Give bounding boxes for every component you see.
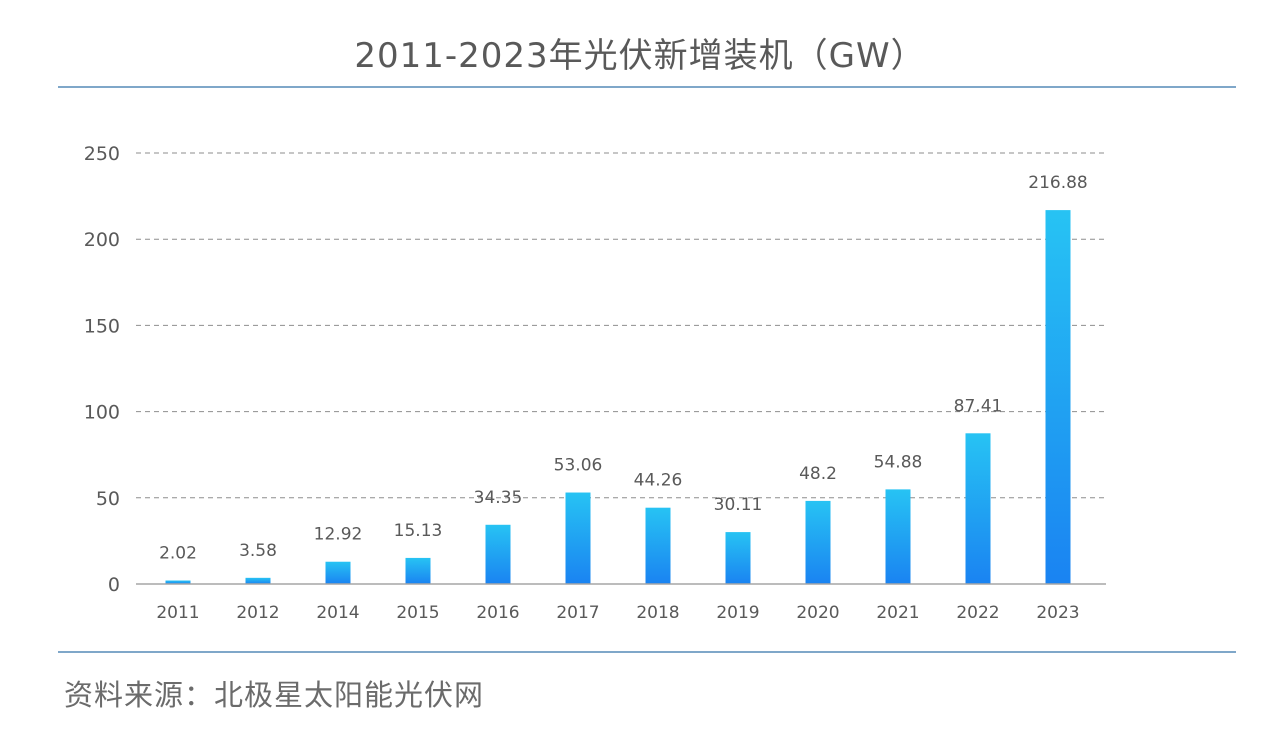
x-tick-label: 2021 [876,603,919,623]
data-label: 216.88 [1028,173,1087,193]
bar-2018 [645,507,671,584]
x-tick-label: 2019 [716,603,759,623]
bar-2017 [565,492,591,584]
data-labels: 2.02 3.58 12.92 15.13 34.35 53.06 44.26 30.11 48… [159,173,1088,563]
x-tick-label: 2020 [796,603,839,623]
data-label: 48.2 [799,464,837,484]
x-tick-label: 2016 [476,603,519,623]
x-tick-label: 2015 [396,603,439,623]
x-tick-label: 2012 [236,603,279,623]
bar-2014 [325,561,351,584]
bar-2022 [965,433,991,584]
gridlines [136,152,1106,499]
chart-title: 2011-2023年光伏新增装机（GW） [354,36,926,76]
x-tick-label: 2017 [556,603,599,623]
source-note: 资料来源：北极星太阳能光伏网 [64,678,485,712]
data-label: 30.11 [714,495,763,515]
y-tick-label: 100 [84,402,120,424]
x-tick-label: 2022 [956,603,999,623]
data-label: 12.92 [314,525,363,545]
x-tick-label: 2023 [1036,603,1079,623]
data-label: 15.13 [394,521,443,541]
bar-2020 [805,500,831,584]
bar-2011 [165,580,191,584]
data-label: 2.02 [159,544,197,564]
bar-2021 [885,489,911,584]
data-label: 54.88 [874,452,923,472]
x-tick-label: 2011 [156,603,199,623]
title-divider [58,86,1236,88]
x-tick-label: 2014 [316,603,359,623]
bar-2016 [485,524,511,584]
bar-2012 [245,577,271,584]
y-tick-label: 200 [84,229,120,251]
data-label: 87.41 [954,396,1003,416]
x-axis-ticks: 2011 2012 2014 2015 2016 2017 2018 2019 2020 2021… [156,603,1079,623]
data-label: 44.26 [634,471,683,491]
bar-2023 [1045,210,1071,584]
y-tick-label: 0 [108,574,120,596]
source-divider [58,651,1236,653]
bar-2019 [725,532,751,584]
y-tick-label: 250 [84,143,120,165]
data-label: 53.06 [554,456,603,476]
x-tick-label: 2018 [636,603,679,623]
y-axis-ticks: 0 50 100 150 200 250 [84,143,120,596]
data-label: 3.58 [239,541,277,561]
y-tick-label: 50 [96,488,120,510]
bars [165,210,1071,584]
y-tick-label: 150 [84,315,120,337]
bar-2015 [405,557,431,584]
data-label: 34.35 [474,488,523,508]
